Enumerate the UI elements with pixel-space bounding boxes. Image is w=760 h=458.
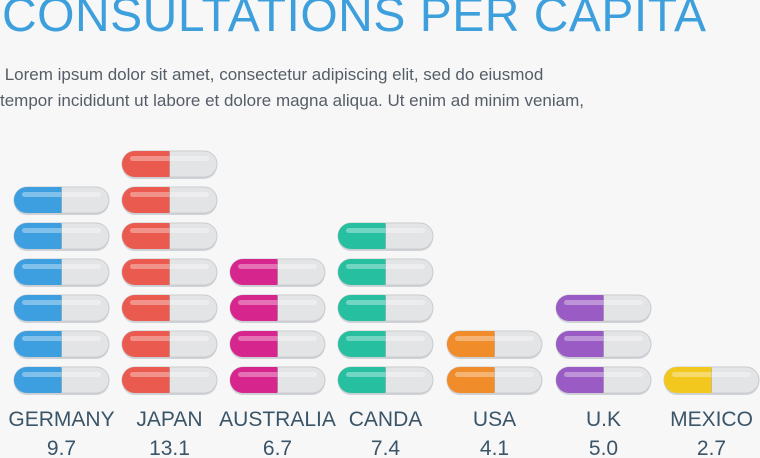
capsule-u-k-1: [555, 366, 652, 395]
category-label: U.K: [586, 408, 621, 431]
capsule-germany-5: [13, 222, 110, 251]
subtitle-line-1: Lorem ipsum dolor sit amet, consectetur …: [0, 65, 544, 84]
capsule-australia-2: [229, 330, 326, 359]
capsule-germany-1: [13, 366, 110, 395]
capsule-usa-2: [446, 330, 543, 359]
category-label: GERMANY: [8, 408, 114, 431]
capsule-japan-2: [121, 330, 218, 359]
capsule-japan-5: [121, 222, 218, 251]
capsule-japan-6: [121, 186, 218, 215]
value-label: 9.7: [47, 437, 76, 458]
capsule-australia-3: [229, 294, 326, 323]
capsule-canda-4: [337, 258, 434, 287]
capsule-mexico-1: [663, 366, 760, 395]
capsule-japan-1: [121, 366, 218, 395]
capsule-germany-2: [13, 330, 110, 359]
category-label: CANDA: [349, 408, 423, 431]
subtitle-line-2: tempor incididunt ut labore et dolore ma…: [0, 91, 584, 110]
capsule-germany-3: [13, 294, 110, 323]
category-label: USA: [473, 408, 516, 431]
capsule-japan-4: [121, 258, 218, 287]
capsule-australia-1: [229, 366, 326, 395]
capsule-canda-2: [337, 330, 434, 359]
value-label: 5.0: [589, 437, 618, 458]
capsule-canda-3: [337, 294, 434, 323]
capsule-japan-7: [121, 150, 218, 179]
capsule-germany-6: [13, 186, 110, 215]
category-label: JAPAN: [136, 408, 202, 431]
capsule-u-k-2: [555, 330, 652, 359]
capsule-u-k-3: [555, 294, 652, 323]
value-label: 6.7: [263, 437, 292, 458]
value-label: 7.4: [371, 437, 401, 458]
category-label: MEXICO: [670, 408, 753, 431]
capsule-australia-4: [229, 258, 326, 287]
capsule-germany-4: [13, 258, 110, 287]
value-label: 2.7: [697, 437, 726, 458]
capsule-japan-3: [121, 294, 218, 323]
category-label: AUSTRALIA: [219, 408, 336, 431]
page-subtitle: Lorem ipsum dolor sit amet, consectetur …: [0, 62, 584, 114]
capsule-canda-1: [337, 366, 434, 395]
value-label: 13.1: [149, 437, 190, 458]
value-label: 4.1: [480, 437, 509, 458]
capsule-usa-1: [446, 366, 543, 395]
page-title: CONSULTATIONS PER CAPITA: [2, 0, 707, 42]
capsule-canda-5: [337, 222, 434, 251]
